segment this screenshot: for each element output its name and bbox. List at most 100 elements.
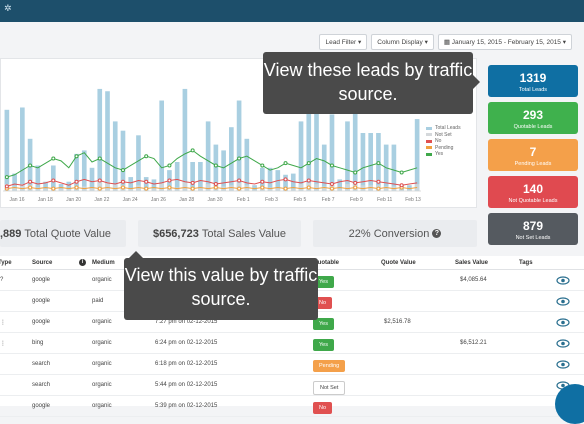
stat-card-3[interactable]: 140 Not Quotable Leads [488, 176, 578, 208]
stat-card-4[interactable]: 879 Not Set Leads [488, 213, 578, 245]
bar-not-set[interactable] [174, 187, 180, 191]
bar-total-leads[interactable] [283, 174, 288, 191]
bar-total-leads[interactable] [20, 107, 25, 191]
view-lead-eye-icon[interactable] [556, 275, 570, 286]
bar-not-set[interactable] [128, 188, 134, 191]
quotable-badge[interactable]: Yes [313, 339, 334, 351]
bar-not-set[interactable] [337, 188, 343, 191]
bar-not-set[interactable] [20, 184, 25, 191]
point-no[interactable] [376, 179, 381, 184]
bar-total-leads[interactable] [97, 88, 103, 191]
bar-not-set[interactable] [345, 184, 350, 191]
bar-total-leads[interactable] [252, 185, 257, 191]
col-type[interactable]: Type [0, 260, 12, 266]
point-no[interactable] [97, 178, 102, 183]
bar-total-leads[interactable] [120, 130, 126, 191]
help-chat-button[interactable] [555, 384, 584, 424]
bar-not-set[interactable] [105, 181, 110, 191]
bar-not-set[interactable] [252, 189, 257, 191]
bar-total-leads[interactable] [198, 162, 203, 191]
bar-total-leads[interactable] [345, 121, 350, 191]
bar-not-set[interactable] [182, 181, 188, 191]
bar-total-leads[interactable] [151, 179, 157, 191]
point-yes[interactable] [28, 163, 33, 168]
bar-not-set[interactable] [275, 187, 281, 191]
point-pending[interactable] [353, 185, 358, 190]
col-sales-value[interactable]: Sales Value [455, 260, 489, 266]
bar-not-set[interactable] [66, 188, 72, 191]
bar-not-set[interactable] [298, 184, 304, 191]
bar-total-leads[interactable] [174, 162, 180, 191]
point-no[interactable] [237, 178, 242, 183]
point-yes[interactable] [4, 175, 9, 180]
point-pending[interactable] [376, 186, 381, 191]
bar-total-leads[interactable] [368, 133, 374, 191]
bar-not-set[interactable] [267, 187, 273, 191]
bar-total-leads[interactable] [414, 119, 420, 191]
table-row[interactable]: google organic 5:39 pm on 02-12-2015 No [0, 396, 584, 417]
app-logo-icon[interactable]: ✲ [4, 3, 12, 13]
point-no[interactable] [329, 182, 334, 187]
bar-total-leads[interactable] [213, 144, 219, 191]
point-yes[interactable] [144, 154, 149, 159]
bar-total-leads[interactable] [190, 162, 195, 191]
point-yes[interactable] [283, 161, 288, 166]
bar-not-set[interactable] [97, 181, 103, 191]
bar-total-leads[interactable] [128, 177, 134, 191]
point-no[interactable] [213, 182, 218, 187]
bar-total-leads[interactable] [306, 98, 312, 191]
col-source[interactable]: Source [32, 260, 53, 266]
lead-filter-dropdown[interactable]: Lead Filter ▾ [319, 34, 368, 50]
view-lead-eye-icon[interactable] [556, 359, 570, 370]
point-no[interactable] [144, 179, 149, 184]
bar-not-set[interactable] [159, 182, 165, 191]
col-quotable[interactable]: Quotable [313, 260, 340, 266]
bar-not-set[interactable] [198, 187, 203, 191]
bar-not-set[interactable] [244, 185, 250, 191]
bar-total-leads[interactable] [337, 179, 343, 191]
point-pending[interactable] [74, 185, 79, 190]
bar-total-leads[interactable] [321, 144, 327, 191]
point-no[interactable] [283, 177, 288, 182]
bar-total-leads[interactable] [259, 167, 265, 191]
bar-total-leads[interactable] [352, 109, 358, 191]
info-icon[interactable]: i [79, 259, 86, 266]
bar-total-leads[interactable] [43, 181, 48, 191]
bar-total-leads[interactable] [182, 88, 188, 191]
point-yes[interactable] [213, 163, 218, 168]
bar-total-leads[interactable] [229, 127, 234, 191]
view-lead-eye-icon[interactable] [556, 296, 570, 307]
bar-not-set[interactable] [43, 188, 48, 191]
point-pending[interactable] [28, 185, 33, 190]
bar-not-set[interactable] [35, 187, 41, 191]
view-lead-eye-icon[interactable] [556, 317, 570, 328]
stat-card-1[interactable]: 293 Quotable Leads [488, 102, 578, 134]
table-row[interactable]: ⋮ bing organic 6:24 pm on 02-12-2015 Yes $6,5… [0, 333, 584, 354]
bar-not-set[interactable] [112, 184, 118, 191]
bar-total-leads[interactable] [105, 91, 110, 191]
point-pending[interactable] [260, 185, 265, 190]
point-pending[interactable] [283, 186, 288, 191]
column-display-dropdown[interactable]: Column Display ▾ [371, 34, 434, 50]
point-yes[interactable] [306, 161, 311, 166]
point-pending[interactable] [97, 186, 102, 191]
bar-total-leads[interactable] [244, 138, 250, 191]
point-no[interactable] [353, 180, 358, 185]
bar-total-leads[interactable] [221, 150, 226, 191]
legend-item[interactable]: No [426, 138, 461, 145]
bar-total-leads[interactable] [81, 150, 87, 191]
point-pending[interactable] [306, 185, 311, 190]
bar-total-leads[interactable] [89, 167, 95, 191]
bar-total-leads[interactable] [4, 109, 10, 191]
point-no[interactable] [260, 179, 265, 184]
col-tags[interactable]: Tags [519, 260, 533, 266]
stat-card-0[interactable]: 1319 Total Leads [488, 65, 578, 97]
point-yes[interactable] [260, 163, 265, 168]
point-pending[interactable] [329, 186, 334, 191]
point-pending[interactable] [237, 186, 242, 191]
total-sales-value[interactable]: $656,723 Total Sales Value [138, 220, 301, 247]
bar-not-set[interactable] [321, 186, 327, 191]
point-pending[interactable] [167, 185, 172, 190]
point-pending[interactable] [190, 186, 195, 191]
point-no[interactable] [306, 178, 311, 183]
